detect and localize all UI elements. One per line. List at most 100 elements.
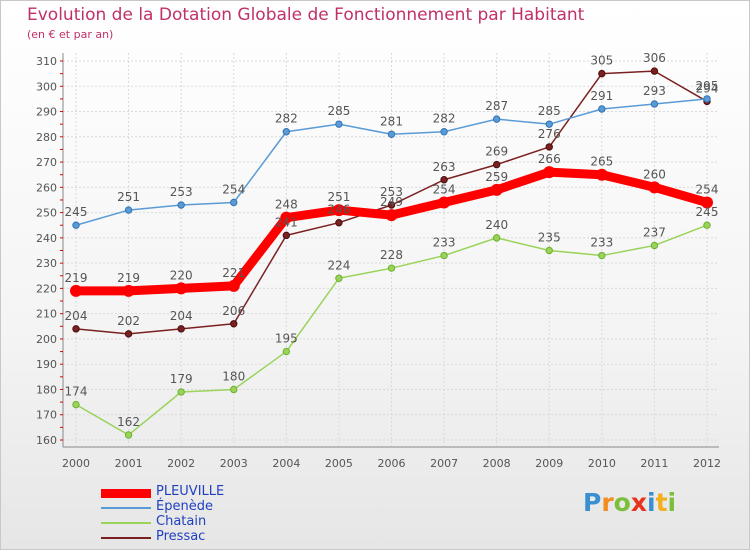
data-label: 162 xyxy=(117,415,140,429)
data-label: 287 xyxy=(485,99,508,113)
legend-swatch xyxy=(101,522,151,524)
data-label: 305 xyxy=(590,54,613,68)
data-point xyxy=(124,431,133,439)
data-point xyxy=(492,160,501,169)
y-tick-label: 290 xyxy=(36,106,57,119)
data-point xyxy=(177,388,185,396)
y-tick-label: 160 xyxy=(36,434,57,447)
data-label: 295 xyxy=(696,79,719,93)
data-label: 224 xyxy=(327,258,350,272)
y-tick-label: 180 xyxy=(36,383,57,396)
data-point xyxy=(703,221,711,229)
data-point xyxy=(387,130,396,138)
x-tick-label: 2010 xyxy=(588,457,616,470)
data-point xyxy=(648,181,661,194)
data-label: 228 xyxy=(380,248,403,262)
data-label: 294 xyxy=(696,81,719,95)
data-label: 266 xyxy=(538,152,561,166)
data-label: 233 xyxy=(433,236,456,250)
logo-letter: x xyxy=(630,488,647,517)
y-tick-label: 240 xyxy=(36,232,57,245)
y-tick-label: 300 xyxy=(36,80,57,93)
y-tick-label: 280 xyxy=(36,131,57,144)
legend-swatch xyxy=(101,507,151,509)
legend-label: PLEUVILLE xyxy=(156,484,225,499)
data-point xyxy=(703,95,711,103)
data-point xyxy=(124,206,133,214)
data-label: 291 xyxy=(590,89,613,103)
data-label: 195 xyxy=(275,332,298,346)
data-point xyxy=(545,120,553,128)
x-tick-label: 2009 xyxy=(535,457,563,470)
y-tick-label: 200 xyxy=(36,333,57,346)
data-point xyxy=(230,320,238,328)
data-point xyxy=(650,67,659,75)
y-tick-label: 170 xyxy=(36,409,57,422)
data-point xyxy=(230,198,238,207)
data-label: 174 xyxy=(65,385,88,399)
x-tick-label: 2004 xyxy=(272,457,300,470)
data-label: 202 xyxy=(117,314,140,328)
data-point xyxy=(387,264,396,272)
data-label: 245 xyxy=(696,205,719,219)
legend-swatch xyxy=(101,488,151,498)
data-label: 204 xyxy=(65,309,88,323)
data-point xyxy=(492,234,501,242)
data-point xyxy=(598,251,606,260)
data-point xyxy=(282,347,291,356)
data-point xyxy=(280,211,293,224)
logo-letter: P xyxy=(583,488,602,517)
data-point xyxy=(72,221,80,229)
data-label: 221 xyxy=(222,266,245,280)
data-point xyxy=(72,325,80,333)
data-point xyxy=(543,166,556,179)
data-point xyxy=(335,120,343,128)
x-tick-label: 2003 xyxy=(220,457,248,470)
data-label: 251 xyxy=(327,190,350,204)
logo-letter: i xyxy=(647,488,656,517)
data-label: 285 xyxy=(327,104,350,118)
data-point xyxy=(282,128,291,136)
data-point xyxy=(650,241,659,250)
data-label: 248 xyxy=(275,198,298,212)
data-label: 253 xyxy=(170,185,193,199)
data-point xyxy=(440,251,448,260)
data-point xyxy=(438,196,451,209)
data-point xyxy=(124,330,133,338)
data-point xyxy=(440,128,448,136)
x-tick-label: 2002 xyxy=(167,457,195,470)
data-label: 180 xyxy=(222,369,245,383)
data-point xyxy=(177,201,185,209)
data-point xyxy=(492,115,501,123)
data-label: 254 xyxy=(696,182,719,196)
x-tick-label: 2005 xyxy=(325,457,353,470)
data-label: 260 xyxy=(643,167,666,181)
data-point xyxy=(598,69,606,78)
x-tick-label: 2000 xyxy=(62,457,90,470)
y-tick-label: 310 xyxy=(36,55,57,68)
data-label: 233 xyxy=(590,236,613,250)
data-label: 293 xyxy=(643,84,666,98)
data-point xyxy=(385,209,398,222)
data-label: 179 xyxy=(170,372,193,386)
data-label: 219 xyxy=(65,271,88,285)
data-point xyxy=(227,279,240,292)
data-point xyxy=(282,231,291,240)
data-point xyxy=(595,168,608,181)
data-label: 251 xyxy=(117,190,140,204)
data-point xyxy=(335,219,343,227)
data-point xyxy=(490,183,503,196)
legend-label: Chatain xyxy=(156,514,207,529)
data-label: 249 xyxy=(380,195,403,209)
data-point xyxy=(440,176,448,184)
data-point xyxy=(230,385,238,394)
chart-subtitle: (en € et par an) xyxy=(27,28,114,41)
legend-label: Épenède xyxy=(156,499,213,514)
data-point xyxy=(70,284,82,297)
y-tick-label: 220 xyxy=(36,282,57,295)
data-point xyxy=(545,143,553,151)
y-tick-label: 260 xyxy=(36,181,57,194)
chart-title: Evolution de la Dotation Globale de Fonc… xyxy=(27,5,585,25)
